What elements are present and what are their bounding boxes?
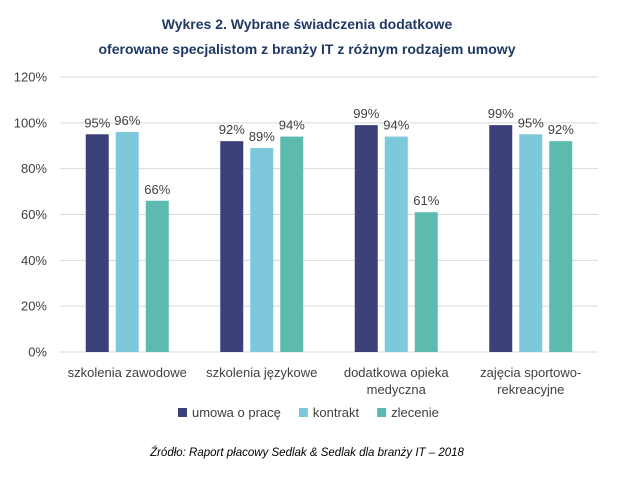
x-axis-categories: szkolenia zawodowe szkolenia językowe doda… <box>68 365 582 397</box>
data-label: 96% <box>114 113 140 128</box>
category-label: rekreacyjne <box>497 382 564 397</box>
bar <box>414 212 438 352</box>
data-label: 99% <box>353 106 379 121</box>
chart-title-line-2: oferowane specjalistom z branży IT z róż… <box>99 41 516 57</box>
bar <box>250 148 274 352</box>
bar <box>115 132 139 352</box>
bar <box>85 134 109 352</box>
legend: umowa o pracę kontrakt zlecenie <box>178 405 439 420</box>
y-tick-label: 20% <box>21 299 47 314</box>
y-tick-label: 80% <box>21 161 47 176</box>
data-label: 92% <box>548 122 574 137</box>
bar <box>280 136 304 352</box>
data-label: 95% <box>84 115 110 130</box>
y-tick-label: 100% <box>14 115 48 130</box>
bar <box>220 141 244 352</box>
bar <box>354 125 378 352</box>
data-label: 92% <box>219 122 245 137</box>
category-label: zajęcia sportowo- <box>480 365 581 380</box>
category-label: dodatkowa opieka <box>344 365 450 380</box>
bar <box>519 134 543 352</box>
y-tick-label: 40% <box>21 253 47 268</box>
bar <box>384 136 408 352</box>
y-axis-ticks: 0% 20% 40% 60% 80% 100% 120% <box>14 70 48 360</box>
legend-label: zlecenie <box>391 405 439 420</box>
data-labels: 95% 96% 66% 92% 89% 94% 99% 94% 61% 99% 95% 92% <box>84 106 574 208</box>
data-label: 61% <box>413 193 439 208</box>
category-label: szkolenia językowe <box>206 365 317 380</box>
legend-swatch <box>377 408 387 417</box>
data-label: 95% <box>518 115 544 130</box>
y-tick-label: 60% <box>21 207 47 222</box>
bars <box>85 125 573 352</box>
y-tick-label: 120% <box>14 70 48 85</box>
data-label: 89% <box>249 129 275 144</box>
data-label: 66% <box>144 182 170 197</box>
legend-swatch <box>178 408 187 417</box>
source-note: Źródło: Raport płacowy Sedlak & Sedlak d… <box>149 446 464 459</box>
data-label: 94% <box>383 118 409 133</box>
bar <box>489 125 513 352</box>
legend-swatch <box>298 408 308 417</box>
category-label: medyczna <box>367 382 427 397</box>
data-label: 94% <box>279 118 305 133</box>
category-label: szkolenia zawodowe <box>68 365 187 380</box>
bar <box>549 141 573 352</box>
legend-label: kontrakt <box>313 405 360 420</box>
legend-label: umowa o pracę <box>192 405 281 420</box>
y-tick-label: 0% <box>28 345 47 360</box>
bar <box>145 200 169 352</box>
data-label: 99% <box>488 106 514 121</box>
chart-title-line-1: Wykres 2. Wybrane świadczenia dodatkowe <box>162 16 453 32</box>
